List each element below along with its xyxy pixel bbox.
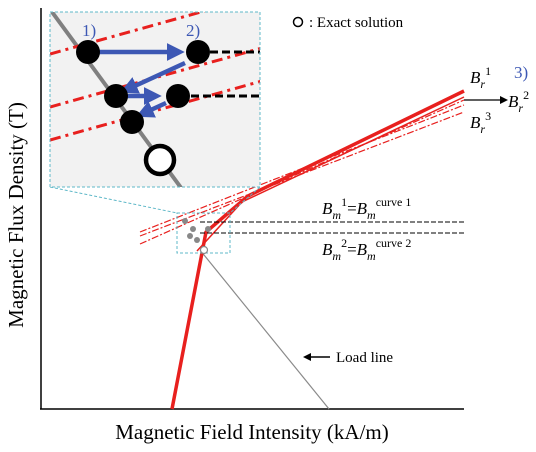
x-axis-title: Magnetic Field Intensity (kA/m) bbox=[115, 420, 389, 444]
y-axis-title: Magnetic Flux Density (T) bbox=[4, 102, 28, 328]
bh-curve-2 bbox=[196, 96, 465, 252]
small-iter-point bbox=[190, 226, 196, 232]
iter-point-2 bbox=[186, 40, 210, 64]
load-line-label: Load line bbox=[336, 350, 393, 366]
step-label-3: 3) bbox=[514, 63, 528, 82]
step-arrow-4 bbox=[135, 100, 167, 118]
zoom-connector-right bbox=[229, 186, 261, 214]
zoom-region-box bbox=[176, 212, 231, 254]
small-iter-point bbox=[182, 218, 188, 224]
bm2-label: Bm2=Bmcurve 2 bbox=[322, 236, 411, 263]
recoil-line-3 bbox=[139, 111, 465, 237]
small-iter-point bbox=[194, 237, 200, 243]
legend-exact-label: : Exact solution bbox=[309, 15, 404, 31]
small-iter-point bbox=[205, 226, 211, 232]
step-label-2: 2) bbox=[186, 21, 200, 40]
iter-point-1 bbox=[76, 40, 100, 64]
step-arrow-2 bbox=[119, 60, 186, 94]
zoom-connector-left bbox=[49, 186, 178, 214]
legend-exact-icon bbox=[292, 16, 304, 28]
exact-solution-point bbox=[143, 143, 177, 177]
zoom-inset: 1) 2) bbox=[49, 11, 261, 188]
step-label-1: 1) bbox=[82, 21, 96, 40]
br3-label: Br3 bbox=[470, 109, 491, 136]
bh-curve-1 bbox=[170, 89, 465, 410]
iter-point-3 bbox=[104, 84, 128, 108]
recoil-line-1 bbox=[139, 99, 465, 245]
br1-label: Br1 bbox=[470, 64, 491, 91]
load-line bbox=[199, 249, 330, 410]
br2-label: Br2 bbox=[508, 88, 529, 115]
bm1-label: Bm1=Bmcurve 1 bbox=[322, 195, 411, 222]
small-exact-point bbox=[199, 245, 209, 255]
iter-point-5 bbox=[120, 110, 144, 134]
recoil-line-2 bbox=[139, 104, 465, 233]
small-iter-point bbox=[187, 233, 193, 239]
iter-point-4 bbox=[166, 84, 190, 108]
